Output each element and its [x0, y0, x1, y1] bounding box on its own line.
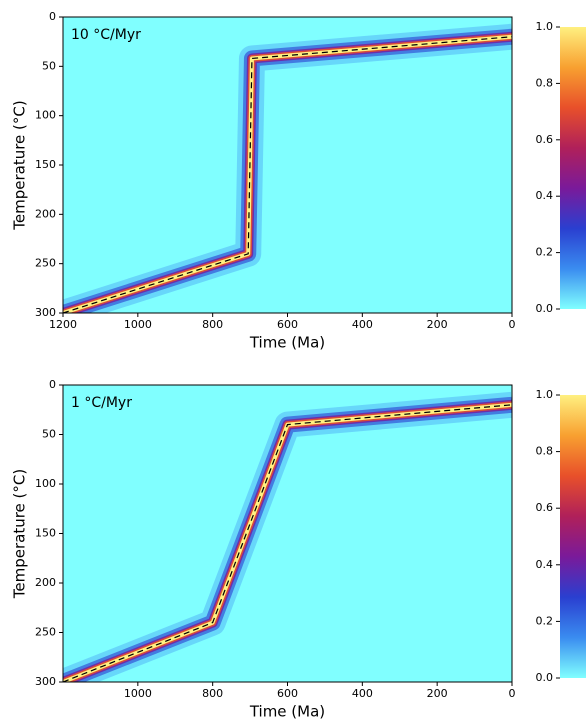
- y-tick-label: 100: [35, 109, 56, 122]
- x-axis-label: Time (Ma): [249, 703, 325, 721]
- colorbar-tick-label: 0.0: [536, 302, 554, 315]
- colorbar-tick-label: 1.0: [536, 20, 554, 33]
- y-tick-label: 250: [35, 257, 56, 270]
- x-tick-label: 1000: [124, 687, 152, 700]
- colorbar: [560, 395, 586, 678]
- colorbar-tick-label: 1.0: [536, 388, 554, 401]
- colorbar-tick-label: 0.8: [536, 76, 554, 89]
- y-tick-label: 0: [49, 378, 56, 391]
- y-tick-label: 0: [49, 10, 56, 23]
- y-axis-label: Temperature (°C): [11, 100, 29, 230]
- x-tick-label: 400: [352, 687, 373, 700]
- x-tick-label: 1200: [49, 318, 77, 331]
- y-tick-label: 100: [35, 477, 56, 490]
- x-axis-label: Time (Ma): [249, 334, 325, 352]
- colorbar-tick-label: 0.2: [536, 614, 554, 627]
- y-tick-label: 200: [35, 207, 56, 220]
- x-tick-label: 600: [277, 687, 298, 700]
- y-axis-label: Temperature (°C): [11, 469, 29, 599]
- x-tick-label: 800: [202, 318, 223, 331]
- colorbar-tick-label: 0.8: [536, 445, 554, 458]
- colorbar: [560, 27, 586, 309]
- x-tick-label: 1000: [124, 318, 152, 331]
- x-tick-label: 200: [427, 318, 448, 331]
- plot-background: [63, 17, 512, 313]
- annotation: 10 °C/Myr: [71, 27, 141, 43]
- y-tick-label: 50: [42, 59, 56, 72]
- dashed-line: [62, 36, 513, 314]
- x-tick-label: 200: [427, 687, 448, 700]
- colorbar-tick-label: 0.6: [536, 501, 554, 514]
- dashed-line: [62, 404, 513, 683]
- y-tick-label: 300: [35, 306, 56, 319]
- colorbar-tick-label: 0.2: [536, 246, 554, 259]
- x-tick-label: 400: [352, 318, 373, 331]
- y-tick-label: 50: [42, 428, 56, 441]
- y-tick-label: 250: [35, 626, 56, 639]
- x-tick-label: 0: [509, 318, 516, 331]
- x-tick-label: 0: [509, 687, 516, 700]
- colorbar-tick-label: 0.4: [536, 189, 554, 202]
- annotation: 1 °C/Myr: [71, 395, 132, 411]
- y-tick-label: 150: [35, 158, 56, 171]
- colorbar-tick-label: 0.6: [536, 133, 554, 146]
- y-tick-label: 150: [35, 527, 56, 540]
- x-tick-label: 600: [277, 318, 298, 331]
- x-tick-label: 800: [202, 687, 223, 700]
- colorbar-tick-label: 0.0: [536, 671, 554, 684]
- y-tick-label: 300: [35, 675, 56, 688]
- y-tick-label: 200: [35, 576, 56, 589]
- colorbar-tick-label: 0.4: [536, 558, 554, 571]
